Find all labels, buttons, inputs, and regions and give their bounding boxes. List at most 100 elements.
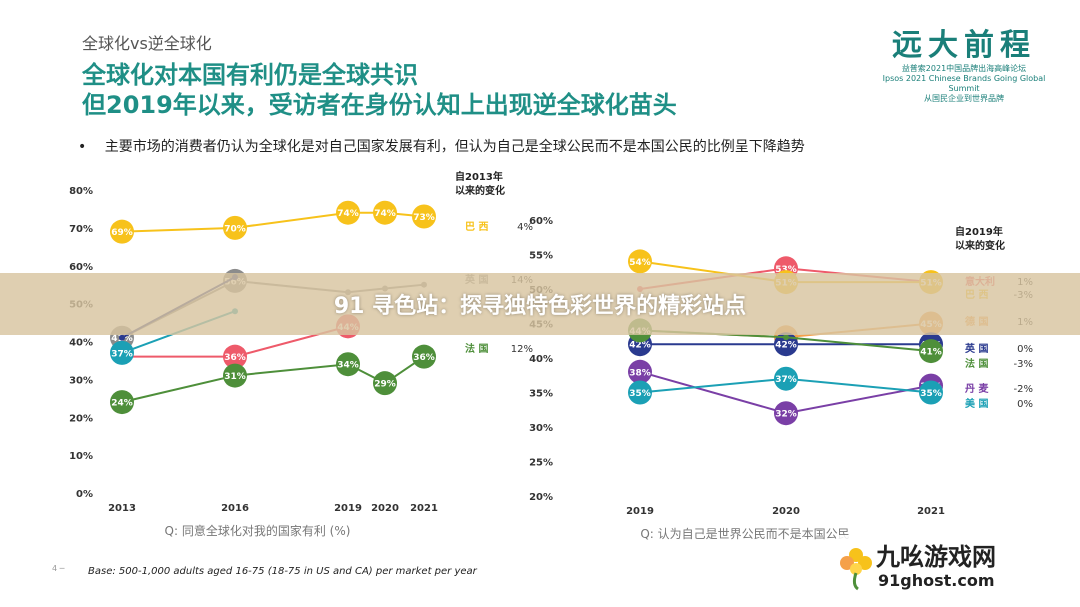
data-point xyxy=(919,339,943,364)
data-label: 32% xyxy=(775,410,797,420)
logo-title: 远大前程 xyxy=(892,28,1036,63)
data-label: 35% xyxy=(629,389,651,399)
summit-logo: 远大前程 益普索2021中国品牌出海高峰论坛 Ipsos 2021 Chines… xyxy=(874,20,1054,104)
data-label: 74% xyxy=(337,209,359,219)
data-point xyxy=(223,215,247,240)
data-point xyxy=(628,359,652,384)
data-point xyxy=(223,363,247,388)
data-label: 37% xyxy=(775,375,797,385)
data-point xyxy=(628,249,652,274)
section-kicker: 全球化vs逆全球化 xyxy=(82,34,212,53)
data-point xyxy=(119,334,125,341)
legend-title: 以来的变化 xyxy=(455,184,505,197)
legend-entry: 法 国 xyxy=(465,342,488,355)
y-tick-label: 30% xyxy=(69,375,93,386)
y-tick-label: 55% xyxy=(529,251,553,262)
logo-subtitle-cn: 益普索2021中国品牌出海高峰论坛 xyxy=(901,64,1027,73)
legend-change: 12% xyxy=(511,344,533,355)
legend-change: -2% xyxy=(1014,384,1033,395)
overlay-banner xyxy=(0,273,1080,335)
y-tick-label: 70% xyxy=(69,224,93,235)
data-point xyxy=(336,200,360,225)
y-tick-label: 0% xyxy=(76,489,93,500)
data-point xyxy=(110,390,134,415)
y-tick-label: 30% xyxy=(529,423,553,434)
legend-title: 自2013年 xyxy=(455,170,503,183)
chart-right: 20%25%30%35%40%45%50%55%60%201920202021Q… xyxy=(529,216,1033,541)
data-label: 42% xyxy=(629,341,651,351)
x-tick-label: 2021 xyxy=(410,503,438,514)
watermark-url: 91ghost.com xyxy=(878,571,995,590)
data-point xyxy=(919,380,943,405)
bullet-point: • 主要市场的消费者仍认为全球化是对自己国家发展有利，但认为自己是全球公民而不是… xyxy=(78,136,805,156)
x-tick-label: 2021 xyxy=(917,506,945,517)
flower-icon xyxy=(840,548,872,591)
legend-change: 0% xyxy=(1017,399,1033,410)
legend-title: 自2019年 xyxy=(955,225,1003,238)
data-label: 41% xyxy=(920,348,942,358)
data-label: 53% xyxy=(775,265,797,275)
chart-left: 0%10%20%30%40%50%60%70%80%20132016201920… xyxy=(69,170,533,538)
data-label: 73% xyxy=(413,213,435,223)
data-label: 70% xyxy=(224,224,246,234)
x-axis-label: Q: 同意全球化对我的国家有利 (%) xyxy=(165,523,351,538)
page-number: 4 ─ xyxy=(52,564,65,573)
y-tick-label: 20% xyxy=(69,413,93,424)
legend-change: 0% xyxy=(1017,344,1033,355)
legend-change: 4% xyxy=(517,222,533,233)
data-point xyxy=(774,366,798,391)
data-point xyxy=(783,334,789,341)
x-tick-label: 2020 xyxy=(772,506,800,517)
banner-text: 91 寻色站：探寻独特色彩世界的精彩站点 xyxy=(333,294,747,319)
y-tick-label: 60% xyxy=(529,216,553,227)
watermark-title: 九吆游戏网 xyxy=(876,543,996,571)
data-point xyxy=(110,340,134,365)
x-tick-label: 2013 xyxy=(108,503,136,514)
data-label: 29% xyxy=(374,380,396,390)
data-label: 34% xyxy=(337,361,359,371)
legend-entry: 英 国 xyxy=(964,342,988,355)
data-label: 37% xyxy=(111,349,133,359)
data-label: 69% xyxy=(111,228,133,238)
x-tick-label: 2019 xyxy=(626,506,654,517)
y-tick-label: 25% xyxy=(529,458,553,469)
data-label: 31% xyxy=(224,372,246,382)
legend-entry: 巴 西 xyxy=(465,221,488,233)
data-label: 35% xyxy=(920,389,942,399)
x-tick-label: 2016 xyxy=(221,503,249,514)
legend-title: 以来的变化 xyxy=(955,239,1005,252)
data-point xyxy=(223,344,247,369)
y-tick-label: 20% xyxy=(529,492,553,503)
y-tick-label: 40% xyxy=(529,354,553,365)
data-label: 36% xyxy=(413,353,435,363)
bullet-mark: • xyxy=(78,139,87,155)
logo-subtitle-en: Ipsos 2021 Chinese Brands Going Global S… xyxy=(882,74,1046,93)
y-tick-label: 60% xyxy=(69,262,93,273)
legend-entry: 美 国 xyxy=(965,397,988,410)
site-watermark: 九吆游戏网 91ghost.com xyxy=(836,535,1066,599)
legend-change: -3% xyxy=(1014,359,1033,370)
data-label: 54% xyxy=(629,258,651,268)
title-line-2: 但2019年以来，受访者在身份认知上出现逆全球化苗头 xyxy=(82,91,677,119)
x-tick-label: 2019 xyxy=(334,503,362,514)
data-point xyxy=(110,219,134,244)
data-label: 74% xyxy=(374,209,396,219)
title-line-1: 全球化对本国有利仍是全球共识 xyxy=(82,61,418,89)
data-label: 42% xyxy=(775,341,797,351)
data-label: 36% xyxy=(224,353,246,363)
data-point xyxy=(412,204,436,229)
x-axis-label: Q: 认为自己是世界公民而不是本国公民 xyxy=(640,527,849,541)
legend-entry: 法 国 xyxy=(965,357,988,370)
y-tick-label: 10% xyxy=(69,451,93,462)
legend-entry: 丹 麦 xyxy=(965,382,989,395)
y-tick-label: 40% xyxy=(69,338,93,349)
data-label: 24% xyxy=(111,399,133,409)
base-note: Base: 500-1,000 adults aged 16-75 (18-75… xyxy=(88,566,477,577)
y-tick-label: 80% xyxy=(69,186,93,197)
data-point xyxy=(373,200,397,225)
logo-tagline: 从国民企业到世界品牌 xyxy=(924,94,1004,103)
x-tick-label: 2020 xyxy=(371,503,399,514)
data-point xyxy=(412,344,436,369)
data-point xyxy=(373,371,397,396)
data-point xyxy=(774,401,798,426)
